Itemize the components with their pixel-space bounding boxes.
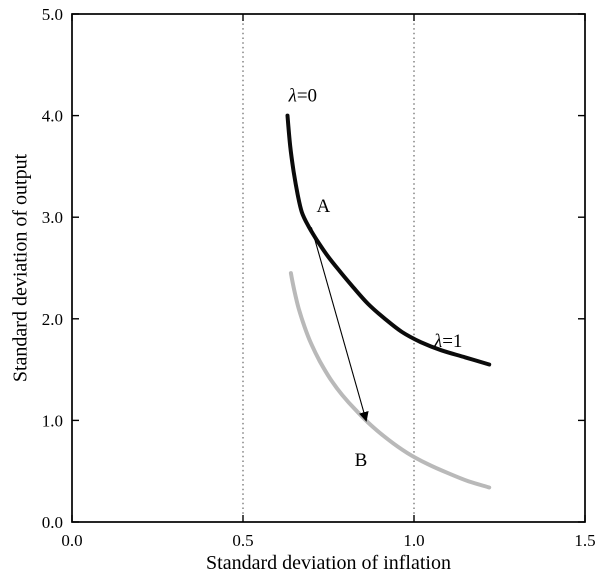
arrow-a-to-b: [310, 227, 369, 422]
y-tick-label: 5.0: [42, 5, 63, 24]
annotation-point-a: A: [317, 196, 331, 217]
y-axis-label: Standard deviation of output: [9, 153, 32, 383]
x-tick-label: 1.0: [403, 531, 424, 550]
x-tick-label: 0.0: [61, 531, 82, 550]
annotation-lambda-0: λ=0: [288, 85, 317, 106]
y-tick-label: 4.0: [42, 107, 63, 126]
x-tick-label: 1.5: [574, 531, 595, 550]
x-tick-label: 0.5: [232, 531, 253, 550]
y-tick-label: 2.0: [42, 310, 63, 329]
y-tick-label: 1.0: [42, 411, 63, 430]
y-tick-label: 0.0: [42, 513, 63, 532]
plot-border: [71, 13, 586, 523]
annotation-point-b: B: [355, 450, 368, 471]
y-tick-label: 3.0: [42, 208, 63, 227]
x-axis-label: Standard deviation of inflation: [206, 552, 451, 574]
annotation-lambda-1: λ=1: [433, 331, 462, 352]
curve-efficiency-frontier-black: [285, 113, 492, 367]
curve-improved-frontier-gray: [288, 271, 492, 490]
